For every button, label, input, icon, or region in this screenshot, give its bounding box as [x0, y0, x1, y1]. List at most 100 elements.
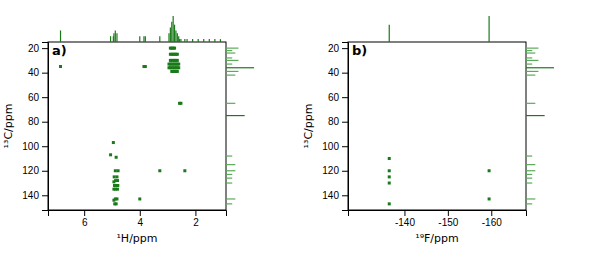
- projection-line: [180, 39, 181, 42]
- point: [388, 202, 391, 205]
- y-tick-mark: [42, 195, 48, 196]
- point: [178, 102, 181, 105]
- right-projection: [226, 48, 254, 204]
- y-axis-line: [42, 43, 49, 211]
- projection-line: [526, 115, 545, 116]
- x-tick-label: 6: [82, 217, 88, 228]
- point: [112, 199, 115, 202]
- projection-line: [171, 22, 172, 42]
- projection-line: [175, 30, 176, 42]
- point: [388, 175, 391, 178]
- y-tick: 120: [322, 165, 348, 176]
- x-axis-line: [349, 211, 527, 217]
- x-tick-label: -160: [482, 217, 502, 228]
- projection-line: [226, 60, 238, 61]
- y-tick-mark: [42, 97, 48, 98]
- y-tick: 80: [28, 116, 48, 127]
- y-tick: 100: [22, 141, 48, 152]
- point: [117, 169, 120, 172]
- y-tick-label: 140: [22, 190, 39, 201]
- point: [169, 53, 172, 56]
- projection-line: [226, 48, 238, 49]
- projection-line: [526, 71, 538, 72]
- projection-line: [226, 198, 235, 199]
- y-tick-mark: [342, 73, 348, 74]
- point: [114, 169, 117, 172]
- x-tick-label: 4: [138, 217, 144, 228]
- y-tick-mark: [342, 97, 348, 98]
- y-tick-mark: [42, 171, 48, 172]
- projection-line: [226, 115, 245, 116]
- projection-line: [226, 178, 232, 179]
- projection-line: [145, 36, 146, 42]
- point: [167, 66, 170, 69]
- projection-line: [139, 36, 140, 42]
- y-tick-label: 20: [328, 43, 340, 54]
- x-tick-mark: [404, 210, 405, 216]
- projection-line: [203, 39, 204, 42]
- projection-line: [116, 33, 117, 42]
- projection-line: [226, 71, 238, 72]
- y-tick-label: 20: [28, 43, 40, 54]
- y-tick-mark: [42, 146, 48, 147]
- projection-line: [526, 60, 538, 61]
- x-tick: -150: [438, 210, 458, 228]
- plot-frame: [348, 42, 526, 210]
- y-axis-line: [342, 43, 349, 211]
- y-tick-mark: [42, 73, 48, 74]
- point: [488, 197, 491, 200]
- x-tick-mark: [140, 210, 141, 216]
- y-tick: 80: [328, 116, 348, 127]
- projection-line: [115, 30, 116, 42]
- projection-line: [526, 174, 532, 175]
- projection-line: [526, 155, 532, 156]
- x-tick-mark: [195, 210, 196, 216]
- projection-line: [60, 30, 61, 42]
- top-projection: [389, 16, 489, 42]
- projection-line: [526, 198, 535, 199]
- y-tick-label: 100: [322, 141, 339, 152]
- y-tick-mark: [42, 122, 48, 123]
- panel-label: b): [352, 43, 367, 58]
- x-tick-mark: [84, 210, 85, 216]
- projection-line: [526, 67, 554, 68]
- x-tick-label: 2: [193, 217, 199, 228]
- projection-line: [220, 39, 221, 42]
- plot-frame: [48, 42, 226, 210]
- point: [112, 141, 115, 144]
- projection-line: [110, 36, 111, 42]
- point: [115, 156, 118, 159]
- x-axis-line: [49, 211, 227, 217]
- y-tick-label: 80: [28, 116, 40, 127]
- projection-line: [226, 170, 235, 171]
- point: [169, 59, 172, 62]
- y-tick-label: 100: [22, 141, 39, 152]
- y-tick-label: 60: [28, 92, 40, 103]
- y-tick-label: 80: [328, 116, 340, 127]
- projection-line: [226, 182, 232, 183]
- projection-line: [170, 28, 171, 42]
- chart: 64220406080100120140¹H/ppm¹³C/ppma)-140-…: [0, 0, 600, 258]
- point: [109, 153, 112, 156]
- point: [59, 65, 62, 68]
- projection-line: [226, 103, 235, 104]
- projection-line: [113, 33, 114, 42]
- top-projection: [61, 16, 221, 42]
- projection-line: [226, 52, 235, 53]
- projection-line: [526, 164, 535, 165]
- x-tick: 2: [193, 210, 199, 228]
- projection-line: [526, 178, 532, 179]
- x-tick-label: -140: [395, 217, 415, 228]
- panel: -140-150-16020406080100120140¹⁹F/ppm¹³C/…: [302, 16, 554, 245]
- y-tick: 20: [328, 43, 348, 54]
- x-axis-title: ¹H/ppm: [116, 232, 157, 245]
- y-tick: 120: [22, 165, 48, 176]
- projection-line: [526, 103, 535, 104]
- y-tick: 140: [322, 190, 348, 201]
- point: [169, 47, 172, 50]
- y-tick-mark: [342, 122, 348, 123]
- projection-line: [526, 203, 532, 204]
- x-tick: -140: [395, 210, 415, 228]
- point: [167, 63, 170, 66]
- x-tick-mark: [491, 210, 492, 216]
